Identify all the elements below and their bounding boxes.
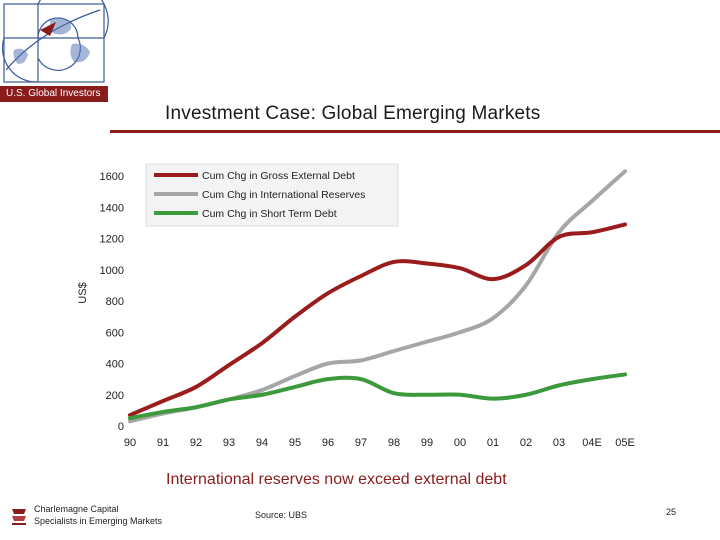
y-tick-label: 1600 [100, 171, 124, 183]
y-tick-label: 1000 [100, 265, 124, 277]
footer-source: Source: UBS [255, 510, 308, 520]
x-tick-label: 96 [322, 437, 334, 449]
x-tick-label: 93 [223, 437, 235, 449]
y-axis-label: US$ [77, 282, 89, 303]
x-tick-label: 03 [553, 437, 565, 449]
footer-company-tagline: Specialists in Emerging Markets [34, 516, 163, 526]
x-axis: 90 91 92 93 94 95 96 97 98 99 00 01 02 03 04E 05E [124, 437, 635, 449]
x-tick-label: 01 [487, 437, 499, 449]
y-axis: 0 200 400 600 800 1000 1200 1400 1600 [100, 171, 124, 433]
y-tick-label: 600 [106, 327, 124, 339]
x-tick-label: 90 [124, 437, 136, 449]
legend-entry: Cum Chg in International Reserves [202, 189, 365, 201]
y-tick-label: 400 [106, 359, 124, 371]
x-tick-label: 95 [289, 437, 301, 449]
legend-entry: Cum Chg in Short Term Debt [202, 208, 337, 220]
series-layer [128, 169, 627, 424]
legend-entry: Cum Chg in Gross External Debt [202, 170, 355, 182]
legend: Cum Chg in Gross External Debt Cum Chg in… [145, 163, 399, 227]
title-rule [110, 130, 720, 133]
y-tick-label: 1200 [100, 234, 124, 246]
charlemagne-logo-icon [11, 506, 27, 526]
x-tick-label: 04E [582, 437, 602, 449]
x-tick-label: 94 [256, 437, 268, 449]
x-tick-label: 05E [615, 437, 635, 449]
page-number: 25 [666, 507, 677, 517]
footer-company: Charlemagne Capital Specialists in Emerg… [34, 503, 162, 527]
x-tick-label: 99 [421, 437, 433, 449]
logo-text: U.S. Global Investors [6, 88, 101, 99]
page-title: Investment Case: Global Emerging Markets [165, 103, 541, 124]
x-tick-label: 97 [355, 437, 367, 449]
x-tick-label: 00 [454, 437, 466, 449]
footer-company-name: Charlemagne Capital [34, 504, 119, 514]
x-tick-label: 91 [157, 437, 169, 449]
x-tick-label: 98 [388, 437, 400, 449]
logo-bar: U.S. Global Investors [0, 86, 108, 102]
y-tick-label: 1400 [100, 202, 124, 214]
y-tick-label: 0 [118, 421, 124, 433]
y-tick-label: 800 [106, 296, 124, 308]
series-short-term-debt [128, 372, 627, 421]
us-global-investors-logo [0, 0, 110, 86]
chart-subtitle: International reserves now exceed extern… [166, 471, 507, 488]
series-gross-external-debt [128, 222, 627, 418]
x-tick-label: 02 [520, 437, 532, 449]
x-tick-label: 92 [190, 437, 202, 449]
y-tick-label: 200 [106, 390, 124, 402]
